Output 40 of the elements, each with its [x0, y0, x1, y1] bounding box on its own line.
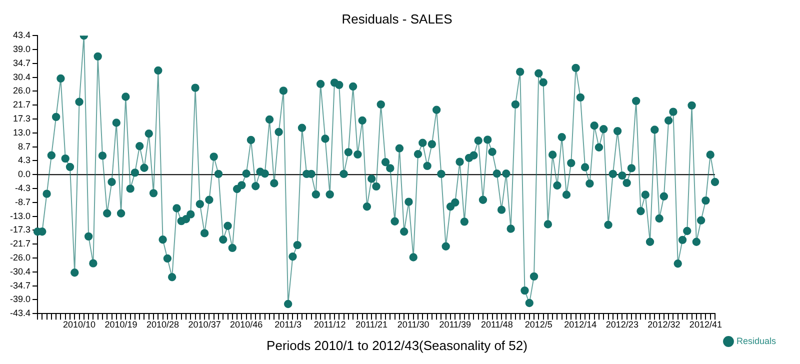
y-tick-label: -39.0 [10, 294, 31, 304]
x-tick-label: 2010/37 [188, 319, 221, 330]
x-tick-label: 2011/39 [439, 319, 472, 330]
x-axis-title: Periods 2010/1 to 2012/43(Seasonality of 52) [266, 338, 528, 353]
y-tick-label: -4.3 [15, 182, 31, 193]
x-tick-label: 2011/3 [274, 319, 302, 330]
x-tick-label: 2012/14 [564, 319, 597, 330]
y-tick-label: 34.7 [12, 58, 31, 68]
y-tick-label: 26.0 [12, 86, 31, 96]
x-tick-label: 2010/46 [230, 319, 263, 330]
x-tick-label: 2012/5 [524, 319, 552, 330]
x-tick-label: 2011/12 [314, 319, 346, 330]
y-tick-label: -30.4 [10, 266, 31, 276]
x-tick-label: 2011/21 [356, 319, 388, 330]
x-tick-label: 2010/19 [104, 319, 138, 330]
y-tick-label: -8.7 [15, 196, 31, 207]
y-tick-label: -17.3 [10, 224, 31, 234]
y-tick-label: 13.0 [12, 127, 31, 138]
x-tick-label: 2010/10 [63, 319, 96, 330]
y-tick-label: -13.0 [10, 210, 31, 221]
x-tick-label: 2012/41 [689, 319, 722, 330]
x-tick-label: 2012/23 [606, 319, 638, 330]
y-tick-label: 4.3 [18, 155, 31, 166]
y-tick-label: 21.7 [12, 100, 31, 110]
x-tick-label: 2010/28 [146, 319, 180, 330]
y-tick-label: -21.7 [10, 238, 31, 249]
y-tick-label: -34.7 [10, 280, 31, 290]
y-tick-label: 17.3 [12, 114, 31, 124]
y-tick-label: 0.0 [18, 169, 31, 180]
x-tick-label: 2012/32 [648, 319, 680, 330]
y-tick-label: 43.4 [12, 30, 31, 40]
chart-title: Residuals - SALES [342, 11, 453, 26]
y-tick-label: 39.0 [12, 44, 31, 54]
y-tick-label: 8.7 [18, 141, 31, 152]
y-tick-label: -43.4 [10, 308, 31, 318]
y-tick-label: -26.0 [10, 252, 31, 262]
legend-label: Residuals [736, 336, 776, 346]
x-tick-label: 2011/48 [480, 319, 513, 330]
x-tick-label: 2011/30 [397, 319, 430, 330]
y-tick-label: 30.4 [12, 72, 31, 82]
